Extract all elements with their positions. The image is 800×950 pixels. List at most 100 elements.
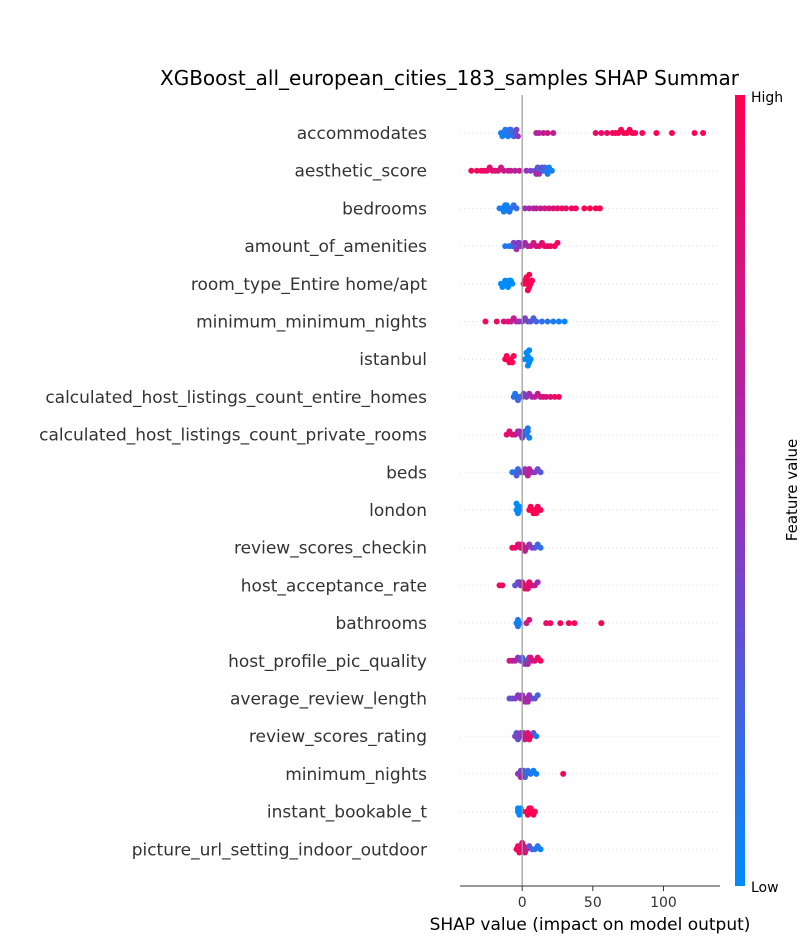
shap-point (547, 393, 554, 400)
shap-point (596, 205, 603, 212)
shap-point (537, 205, 544, 212)
shap-point (527, 654, 534, 661)
shap-point (529, 277, 536, 284)
x-tick-label: 0 (518, 895, 527, 911)
shap-point (568, 205, 575, 212)
shap-point (527, 167, 534, 174)
shap-point (468, 167, 475, 174)
shap-point (507, 126, 514, 133)
shap-point (544, 170, 551, 177)
shap-point (526, 434, 533, 441)
shap-point (513, 500, 520, 507)
shap-point (517, 774, 524, 781)
feature-label: average_review_length (230, 690, 427, 710)
shap-point (551, 393, 558, 400)
shap-point (527, 805, 534, 812)
feature-label: room_type_Entire home/apt (191, 275, 427, 295)
shap-point (526, 271, 533, 278)
shap-point (691, 130, 698, 136)
shap-point (530, 811, 537, 818)
shap-point (526, 347, 533, 354)
chart-title: XGBoost_all_european_cities_183_samples … (160, 66, 739, 90)
feature-label: aesthetic_score (294, 162, 427, 182)
shap-point (550, 130, 557, 136)
shap-point (557, 620, 564, 627)
shap-point (505, 133, 512, 140)
shap-point (538, 318, 545, 325)
feature-label: minimum_nights (285, 765, 427, 785)
shap-point (555, 318, 562, 325)
shap-point (544, 318, 551, 325)
shap-point (700, 130, 707, 136)
shap-point (507, 277, 514, 284)
shap-point (562, 205, 569, 212)
shap-point (527, 503, 534, 510)
feature-label: london (369, 501, 427, 521)
shap-point (536, 130, 543, 136)
shap-point (524, 811, 531, 818)
shap-point (514, 133, 521, 140)
shap-point (534, 692, 541, 699)
shap-point (524, 698, 531, 705)
shap-point (572, 205, 579, 212)
shap-point (548, 167, 555, 174)
shap-point (514, 805, 521, 812)
feature-label: minimum_minimum_nights (196, 313, 427, 333)
shap-point (546, 205, 553, 212)
feature-label: host_acceptance_rate (241, 576, 427, 596)
x-axis-label: SHAP value (impact on model output) (430, 915, 751, 935)
shap-point (555, 393, 562, 400)
feature-label: bedrooms (342, 199, 427, 219)
shap-point (587, 205, 593, 212)
shap-point (502, 126, 509, 133)
shap-point (632, 130, 639, 136)
feature-label: review_scores_rating (249, 727, 427, 747)
shap-point (533, 733, 540, 740)
shap-point (524, 585, 531, 592)
shap-point (560, 770, 567, 777)
shap-point (493, 318, 500, 325)
shap-point (513, 472, 520, 479)
shap-point (565, 620, 572, 627)
colorbar-title: Feature value (783, 439, 800, 541)
x-tick-label: 50 (584, 895, 602, 911)
shap-point (554, 239, 561, 246)
shap-point (509, 359, 516, 366)
shap-point (668, 130, 675, 136)
shap-point (522, 205, 528, 212)
shap-point (512, 167, 519, 174)
shap-point (550, 318, 557, 325)
shap-point (502, 277, 509, 284)
feature-label: bathrooms (336, 614, 428, 634)
shap-point (522, 466, 528, 473)
feature-label: amount_of_amenities (244, 237, 427, 257)
shap-point (513, 246, 520, 253)
shap-point (524, 425, 531, 432)
shap-point (533, 205, 540, 212)
feature-label: istanbul (359, 350, 427, 370)
shap-point (516, 428, 523, 435)
shap-point (550, 205, 557, 212)
shap-point (516, 167, 523, 174)
shap-point (541, 205, 548, 212)
shap-point (512, 390, 519, 397)
shap-point (513, 126, 520, 133)
feature-label: beds (386, 463, 427, 483)
feature-label: picture_url_setting_indoor_outdoor (132, 840, 427, 860)
feature-labels: accommodates aesthetic_score bedrooms amoun… (39, 124, 427, 860)
x-tick-label: 100 (650, 895, 677, 911)
x-ticks: 0 50 100 (518, 886, 677, 911)
feature-label: instant_bookable_t (267, 803, 427, 823)
feature-label: host_profile_pic_quality (228, 652, 427, 672)
colorbar-low-label: Low (751, 880, 779, 896)
shap-point (523, 167, 530, 174)
row-grid (460, 132, 720, 850)
shap-points (468, 126, 707, 856)
shap-point (526, 616, 533, 623)
shap-point (537, 657, 544, 664)
shap-point (502, 243, 509, 250)
shap-point (554, 205, 561, 212)
shap-point (524, 472, 531, 479)
shap-point (534, 579, 541, 586)
